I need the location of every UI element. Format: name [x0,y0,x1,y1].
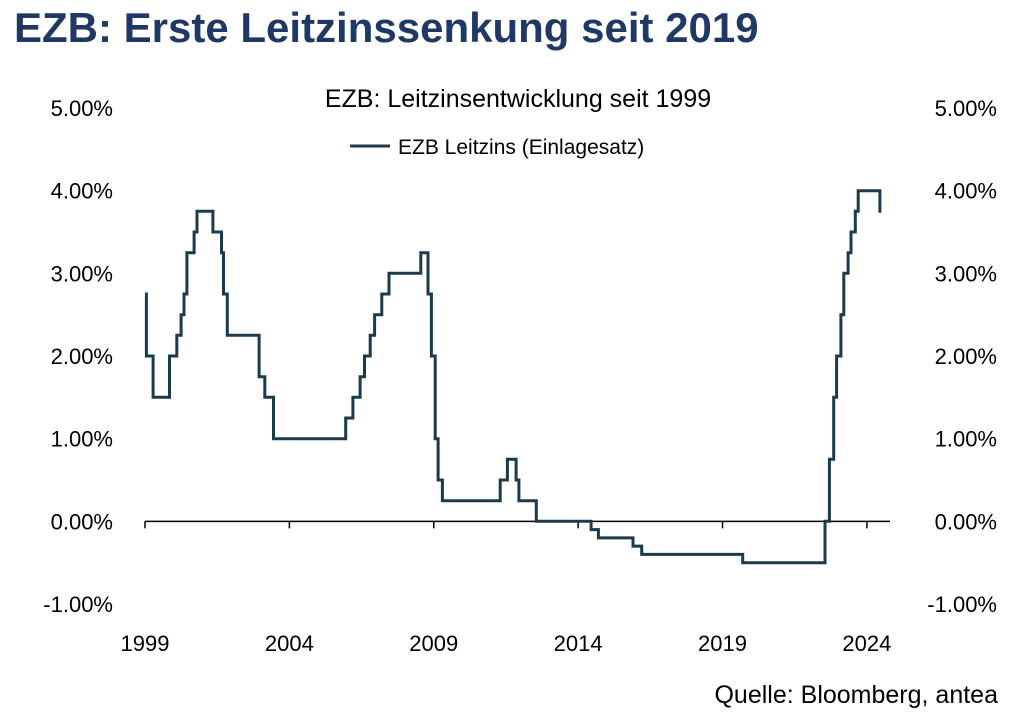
legend-label: EZB Leitzins (Einlagesatz) [398,136,644,159]
y-axis-right: -1.00% 0.00% 1.00% 2.00% 3.00% 4.00% 5.00% [927,96,997,617]
y-tick-label-left: 2.00% [51,344,113,369]
plot-area [144,189,882,565]
y-tick-label-right: 2.00% [935,344,997,369]
source-note: Quelle: Bloomberg, antea [714,681,998,709]
x-tick-label: 2024 [842,631,891,656]
series-line [144,189,882,565]
x-tick-label: 2009 [409,631,458,656]
y-tick-label-right: 5.00% [935,96,997,121]
x-tick-label: 2019 [698,631,747,656]
y-axis-left: -1.00% 0.00% 1.00% 2.00% 3.00% 4.00% 5.00% [43,96,113,617]
legend: EZB Leitzins (Einlagesatz) [350,136,644,159]
x-axis: 1999 2004 2009 2014 2019 2024 [121,521,891,656]
x-tick-label: 1999 [121,631,170,656]
y-tick-label-right: 0.00% [935,509,997,534]
y-tick-label-left: 4.00% [51,179,113,204]
y-tick-label-right: 1.00% [935,427,997,452]
page-title: EZB: Erste Leitzinssenkung seit 2019 [14,4,759,51]
y-tick-label-left: 5.00% [51,96,113,121]
y-tick-label-left: -1.00% [43,592,113,617]
y-tick-label-right: -1.00% [927,592,997,617]
x-tick-label: 2004 [265,631,314,656]
y-tick-label-left: 1.00% [51,427,113,452]
y-tick-label-right: 4.00% [935,179,997,204]
y-tick-label-right: 3.00% [935,261,997,286]
y-tick-label-left: 3.00% [51,261,113,286]
y-tick-label-left: 0.00% [51,509,113,534]
chart-title: EZB: Leitzinsentwicklung seit 1999 [325,85,711,113]
x-tick-label: 2014 [554,631,603,656]
